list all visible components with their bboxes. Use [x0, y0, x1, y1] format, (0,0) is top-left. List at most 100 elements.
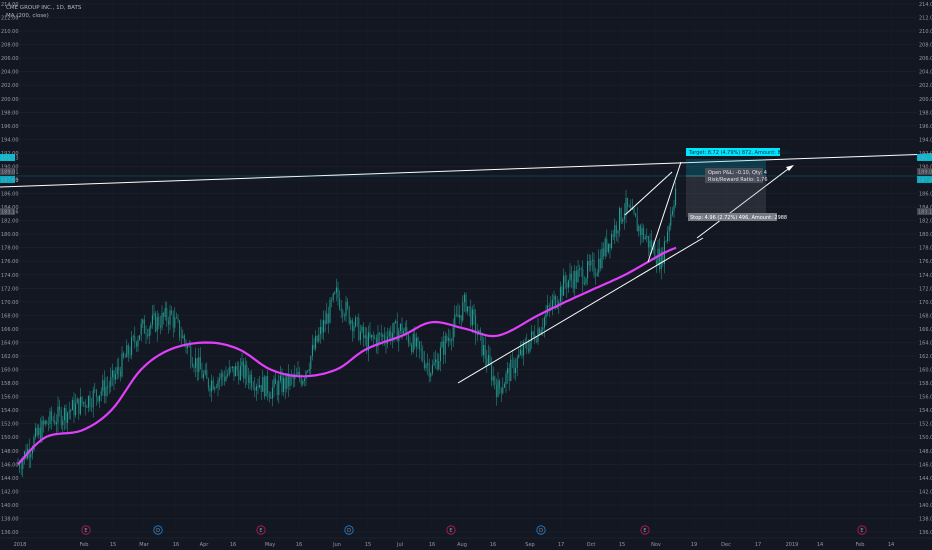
- event-marker-dividend[interactable]: D: [153, 525, 163, 535]
- candle: [276, 384, 278, 396]
- event-marker-earnings[interactable]: E: [640, 525, 650, 535]
- stop-label-box[interactable]: [688, 213, 777, 221]
- candle: [103, 380, 105, 397]
- candle: [500, 387, 502, 394]
- candle: [435, 359, 437, 363]
- candle: [63, 407, 65, 421]
- candle: [380, 333, 382, 337]
- candle: [59, 406, 61, 411]
- event-marker-earnings[interactable]: E: [81, 525, 91, 535]
- candle: [28, 448, 30, 458]
- x-tick-label: 19: [691, 542, 697, 548]
- event-marker-dividend[interactable]: D: [344, 525, 354, 535]
- candle: [484, 345, 486, 359]
- y-tick-label: 204.00: [919, 70, 932, 76]
- indicator-legend[interactable]: MA (200, close): [6, 13, 49, 19]
- candle: [444, 336, 446, 355]
- projection-arrow[interactable]: [696, 165, 793, 239]
- candle: [268, 393, 270, 398]
- candle: [23, 451, 25, 460]
- candle: [623, 213, 625, 220]
- candle: [411, 344, 413, 353]
- candle: [342, 310, 344, 317]
- y-tick-label: 150.00: [919, 435, 932, 441]
- candle: [307, 370, 309, 372]
- candle: [38, 427, 40, 436]
- candle: [140, 323, 142, 336]
- y-tick-label-left: 138.00: [1, 516, 19, 522]
- time-axis[interactable]: 2018 Feb 15 Mar 16 Apr 16 May 16 Jun 15 Jul 16 Aug 16 S…: [0, 537, 932, 548]
- symbol-legend[interactable]: CME GROUP INC., 1D, BATS: [6, 5, 82, 11]
- candle: [51, 411, 53, 421]
- candle: [31, 449, 33, 454]
- candle: [247, 376, 249, 383]
- candle: [358, 318, 360, 341]
- svg-text:189.01: 189.01: [1, 170, 19, 176]
- channel-lower-line[interactable]: [647, 161, 682, 263]
- chart-grid: [0, 3, 917, 533]
- x-tick-label: Nov: [651, 542, 661, 548]
- resistance-trendline[interactable]: [0, 153, 932, 188]
- candle: [262, 376, 264, 392]
- event-marker-earnings[interactable]: E: [857, 525, 867, 535]
- candle: [668, 225, 670, 232]
- price-tag-2-text: 189.01: [918, 170, 932, 176]
- candle: [569, 273, 571, 281]
- candle: [531, 331, 533, 342]
- candle: [300, 378, 302, 385]
- candle: [177, 317, 179, 321]
- x-tick-label: Oct: [587, 542, 596, 548]
- candle: [334, 292, 336, 294]
- x-tick-label: 16: [490, 542, 496, 548]
- target-label-box[interactable]: [686, 148, 780, 156]
- y-tick-label-left: 148.00: [1, 449, 19, 455]
- candle: [473, 309, 475, 316]
- candle: [238, 370, 240, 381]
- event-marker-earnings[interactable]: E: [256, 525, 266, 535]
- candle: [574, 270, 576, 289]
- candle: [564, 275, 566, 283]
- left-price-tag-1: 191.73: [0, 154, 19, 162]
- candle: [567, 280, 569, 288]
- event-marker-dividend[interactable]: D: [536, 525, 546, 535]
- candle: [355, 317, 357, 327]
- candle: [129, 354, 131, 356]
- candle: [47, 424, 49, 425]
- support-trendline[interactable]: [457, 237, 704, 384]
- candle: [150, 324, 152, 329]
- price-axis[interactable]: 214.00 214.00 212.00 212.00 210.00 210.00 208.…: [1, 2, 932, 536]
- candle: [359, 331, 361, 341]
- candle: [499, 380, 501, 388]
- candle: [617, 230, 619, 234]
- y-tick-label-left: 178.00: [1, 246, 19, 252]
- candle: [438, 361, 440, 370]
- y-tick-label: 144.00: [919, 476, 932, 482]
- candle: [35, 427, 37, 438]
- candle: [505, 373, 507, 385]
- candle: [126, 345, 128, 358]
- candle: [57, 406, 59, 423]
- candle: [321, 327, 323, 333]
- candle: [585, 278, 587, 284]
- channel-upper-line[interactable]: [624, 171, 673, 216]
- candle: [251, 374, 253, 387]
- candle: [367, 332, 369, 351]
- y-tick-label: 172.00: [919, 286, 932, 292]
- left-price-tag-3: 187.69: [0, 176, 19, 184]
- y-tick-label: 170.00: [919, 300, 932, 306]
- candle: [39, 427, 41, 441]
- event-marker-earnings[interactable]: E: [446, 525, 456, 535]
- candle: [147, 334, 149, 337]
- candle: [665, 241, 667, 242]
- candle: [187, 345, 189, 348]
- candle: [255, 386, 257, 391]
- stats-box[interactable]: [705, 168, 763, 183]
- candle: [521, 349, 523, 356]
- candle: [539, 328, 541, 335]
- candle: [523, 341, 525, 356]
- candle: [95, 389, 97, 397]
- candle: [263, 376, 265, 397]
- target-label: Target: 8.72 (4.79%) 872, Amount: 8280: [688, 150, 790, 156]
